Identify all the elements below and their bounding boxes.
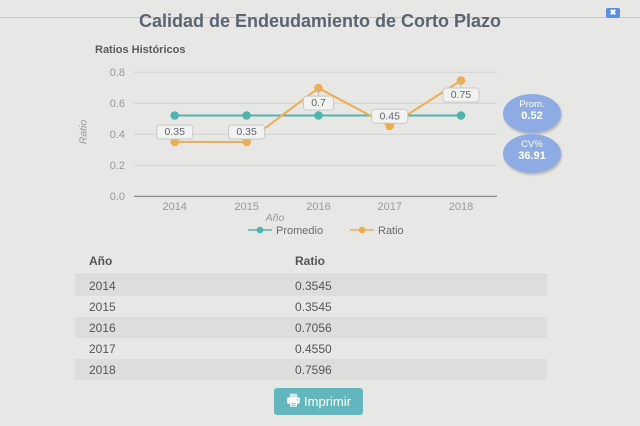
- svg-text:2017: 2017: [377, 201, 401, 213]
- svg-text:0.7: 0.7: [311, 97, 326, 109]
- svg-text:0.4: 0.4: [110, 129, 125, 141]
- svg-text:0.2: 0.2: [110, 160, 125, 172]
- svg-text:2014: 2014: [162, 201, 186, 213]
- svg-text:0.8: 0.8: [110, 67, 125, 79]
- svg-text:0.35: 0.35: [164, 126, 185, 138]
- svg-text:2015: 2015: [234, 201, 258, 213]
- svg-text:2016: 2016: [306, 201, 330, 213]
- svg-text:Ratio: Ratio: [78, 120, 90, 145]
- svg-text:0.45: 0.45: [379, 110, 400, 122]
- svg-text:0.0: 0.0: [110, 191, 125, 203]
- svg-text:0.6: 0.6: [110, 98, 125, 110]
- svg-text:Promedio: Promedio: [276, 225, 323, 237]
- svg-text:0.35: 0.35: [236, 126, 257, 138]
- svg-text:0.75: 0.75: [451, 89, 472, 101]
- svg-text:2018: 2018: [449, 201, 473, 213]
- svg-text:Ratio: Ratio: [378, 225, 404, 237]
